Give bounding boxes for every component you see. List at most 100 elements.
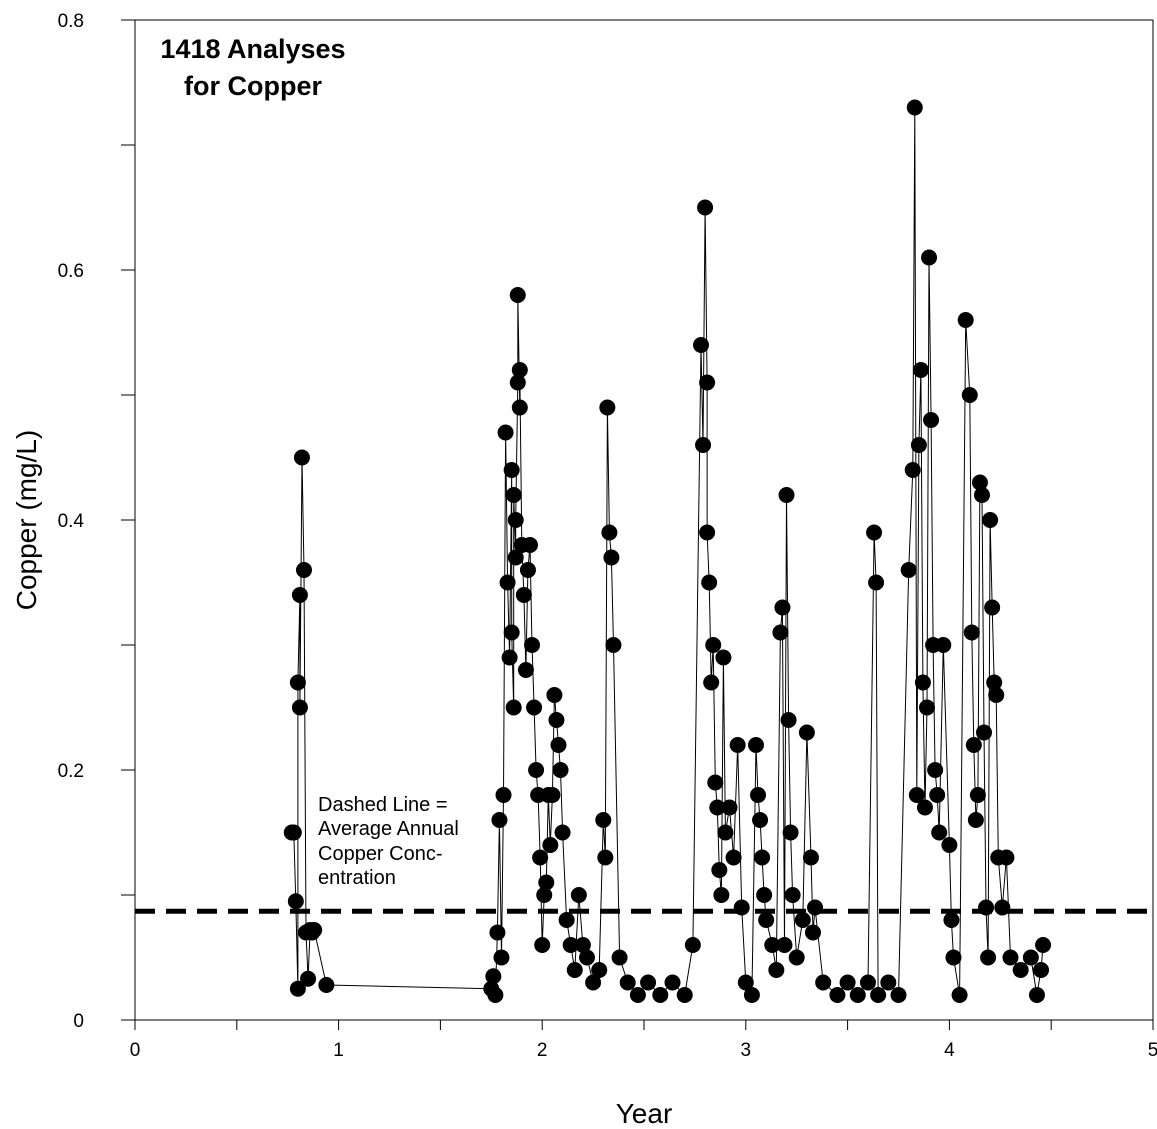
data-point	[542, 837, 559, 853]
data-point	[868, 574, 885, 591]
data-point	[570, 887, 587, 903]
data-point	[725, 849, 742, 866]
data-point	[697, 199, 714, 216]
data-point	[524, 637, 541, 653]
data-point	[943, 912, 960, 928]
data-point	[919, 699, 936, 716]
series-group	[283, 99, 1052, 1003]
data-point	[935, 637, 952, 653]
data-point	[969, 787, 986, 803]
data-point	[601, 524, 618, 541]
data-point	[289, 980, 306, 997]
data-point	[603, 549, 620, 566]
data-point	[904, 462, 921, 478]
y-tick-label: 0.4	[58, 511, 85, 532]
data-point	[963, 624, 980, 641]
data-point	[967, 812, 984, 828]
data-point	[921, 249, 938, 266]
y-tick-label: 0.6	[58, 261, 84, 282]
data-point	[293, 449, 310, 466]
data-point	[784, 887, 801, 903]
data-point	[566, 962, 583, 978]
chart-title-line-2: for Copper	[184, 71, 322, 101]
data-point	[503, 624, 520, 641]
data-point	[521, 537, 538, 553]
data-point	[988, 687, 1005, 703]
data-point	[511, 362, 528, 378]
data-point	[776, 937, 793, 953]
data-point	[499, 574, 516, 591]
data-point	[984, 599, 1001, 616]
x-tick-label: 0	[130, 1040, 141, 1061]
data-point	[923, 412, 940, 428]
data-point	[285, 824, 302, 841]
data-point	[501, 649, 518, 666]
y-tick-label: 0.2	[58, 761, 84, 782]
note-line-3: Copper Conc-	[318, 843, 443, 865]
data-point	[782, 824, 799, 841]
data-point	[505, 699, 522, 716]
y-axis-title: Copper (mg/L)	[11, 430, 42, 611]
data-point	[711, 862, 728, 878]
data-point	[562, 937, 579, 953]
data-point	[676, 987, 693, 1003]
data-point	[703, 674, 720, 691]
data-point	[503, 462, 520, 478]
data-point	[493, 949, 510, 966]
data-point	[752, 812, 769, 828]
data-point	[295, 562, 312, 578]
data-point	[870, 987, 887, 1003]
data-point	[713, 887, 730, 903]
data-point	[664, 974, 681, 991]
data-point	[961, 387, 978, 403]
data-point	[929, 787, 946, 803]
data-point	[546, 687, 563, 703]
data-point	[485, 968, 502, 985]
data-point	[965, 737, 982, 753]
note-line-4: entration	[318, 867, 396, 889]
data-point	[717, 824, 734, 841]
data-point	[574, 937, 591, 953]
data-point	[906, 99, 923, 116]
data-point	[971, 474, 988, 491]
data-point	[517, 662, 534, 678]
data-point	[699, 374, 716, 391]
data-point	[764, 937, 781, 953]
data-point	[758, 912, 775, 928]
data-point	[743, 987, 760, 1003]
data-point	[526, 699, 543, 716]
data-point	[536, 887, 553, 903]
data-point	[695, 437, 712, 453]
data-point	[1002, 949, 1019, 966]
data-point	[772, 624, 789, 641]
data-point	[798, 724, 815, 741]
data-point	[941, 837, 958, 853]
data-point	[515, 587, 532, 603]
data-point	[1033, 962, 1050, 978]
note-line-1: Dashed Line =	[318, 794, 448, 816]
data-point	[945, 949, 962, 966]
data-point	[880, 974, 897, 991]
plot-frame	[134, 19, 1154, 1021]
data-point	[986, 674, 1003, 691]
data-point	[976, 724, 993, 741]
data-point	[605, 637, 622, 653]
data-point	[507, 549, 524, 566]
data-point	[709, 799, 726, 816]
data-point	[910, 437, 927, 453]
data-point	[287, 893, 304, 910]
data-point	[994, 899, 1011, 916]
data-point	[737, 974, 754, 991]
data-point	[1028, 987, 1045, 1003]
data-point	[693, 337, 710, 353]
data-point	[558, 912, 575, 928]
data-point	[973, 487, 990, 503]
data-point	[597, 849, 614, 866]
note-line-2: Average Annual	[318, 818, 459, 840]
chart-title-line-1: 1418 Analyses	[160, 34, 345, 64]
data-point	[585, 974, 602, 991]
data-point	[980, 949, 997, 966]
data-point	[509, 287, 526, 303]
data-point	[998, 849, 1015, 866]
y-tick-label: 0.8	[58, 11, 84, 32]
